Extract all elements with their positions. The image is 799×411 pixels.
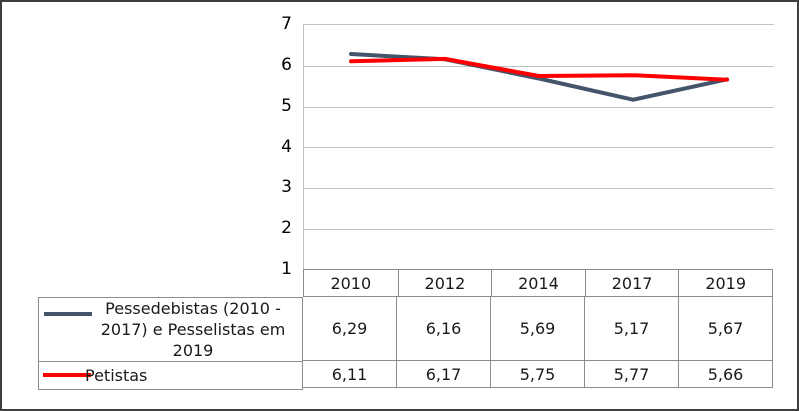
value-cell: 6,16 <box>396 297 491 361</box>
y-axis-tick: 7 <box>281 14 292 34</box>
year-header-cell: 2014 <box>491 270 585 296</box>
year-header-cell: 2017 <box>584 270 679 296</box>
table-legend-column: Pessedebistas (2010 - 2017) e Pesselista… <box>38 297 303 390</box>
series-name: Petistas <box>85 366 148 385</box>
value-cell: 5,66 <box>678 361 773 388</box>
y-axis-tick: 3 <box>281 177 292 197</box>
gridline <box>304 229 774 230</box>
year-header-cell: 2012 <box>397 270 492 296</box>
value-cell: 6,17 <box>396 361 491 388</box>
legend-row-pessedebistas: Pessedebistas (2010 - 2017) e Pesselista… <box>39 298 302 362</box>
value-cell: 5,75 <box>490 361 585 388</box>
line-plot-svg <box>349 52 729 102</box>
series-key-line-icon <box>43 373 91 377</box>
y-axis-tick: 5 <box>281 96 292 116</box>
table-values-grid: 6,29 6,16 5,69 5,17 5,67 6,11 6,17 5,75 … <box>302 297 773 388</box>
series-key-line-icon <box>44 312 92 316</box>
value-cell: 5,69 <box>490 297 585 361</box>
series-name: Pessedebistas (2010 - 2017) e Pesselista… <box>100 299 286 360</box>
year-header-cell: 2019 <box>678 270 772 296</box>
value-cell: 5,77 <box>584 361 679 388</box>
year-header-cell: 2010 <box>330 273 372 293</box>
gridline <box>304 66 774 67</box>
y-axis-tick: 4 <box>281 137 292 157</box>
value-cell: 6,29 <box>302 297 397 361</box>
table-year-header-row: 2010 2012 2014 2017 2019 <box>303 269 773 297</box>
gridline <box>304 147 774 148</box>
series-line-petistas <box>349 56 729 82</box>
plot-area <box>303 24 774 270</box>
gridline <box>304 107 774 108</box>
legend-row-petistas: Petistas <box>39 362 302 389</box>
gridline <box>304 188 774 189</box>
y-axis-tick: 2 <box>281 218 292 238</box>
value-cell: 6,11 <box>302 361 397 388</box>
y-axis-tick: 1 <box>281 259 292 279</box>
y-axis-tick: 6 <box>281 55 292 75</box>
series-line-pessedebistas <box>349 52 729 102</box>
value-cell: 5,67 <box>678 297 773 361</box>
value-cell: 5,17 <box>584 297 679 361</box>
